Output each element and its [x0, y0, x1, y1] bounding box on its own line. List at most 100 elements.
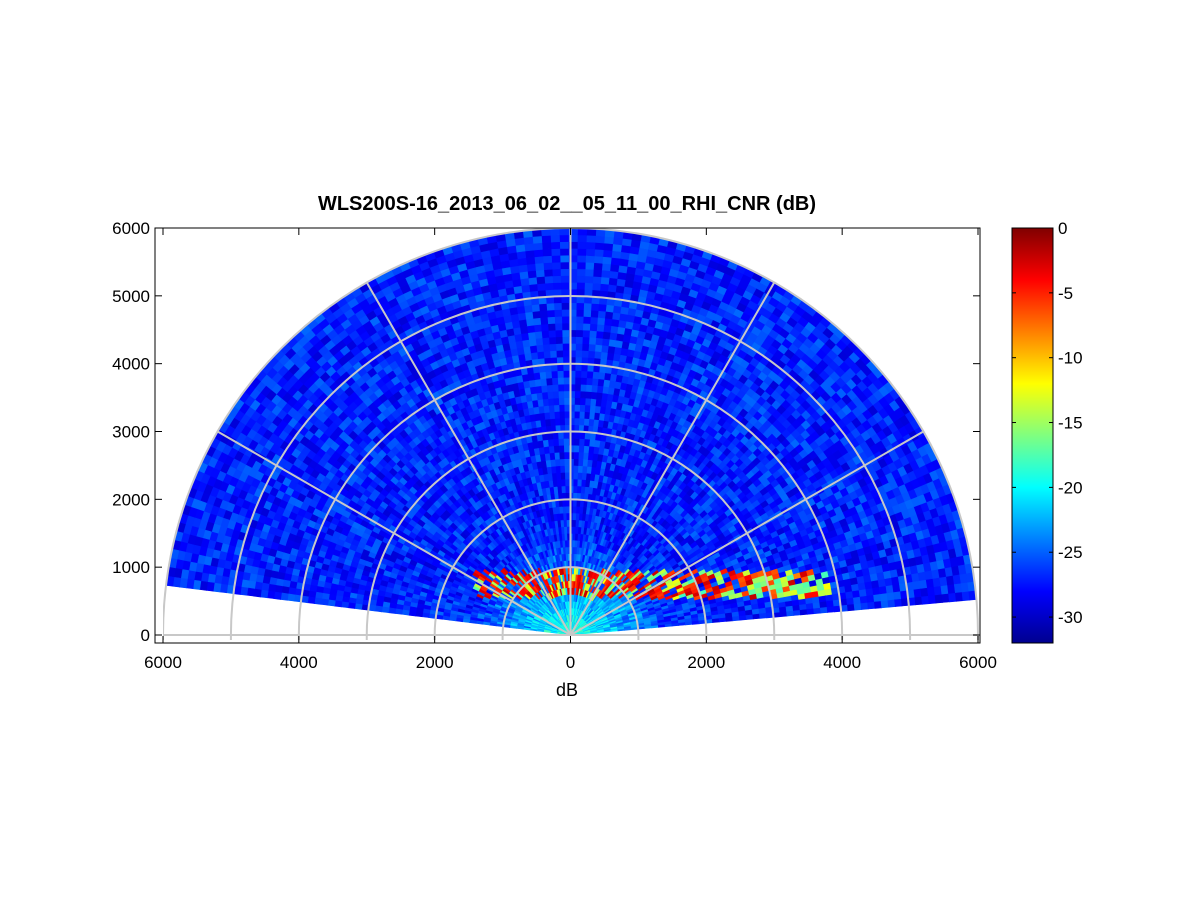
- cnr-cell: [588, 411, 595, 420]
- cnr-cell: [557, 383, 565, 392]
- cnr-cell: [588, 418, 595, 427]
- cnr-cell: [548, 336, 557, 345]
- cnr-cell: [552, 390, 559, 399]
- cnr-cell: [580, 479, 587, 487]
- cnr-cell: [280, 592, 289, 601]
- cnr-cell: [274, 584, 283, 594]
- cnr-cell: [600, 344, 609, 353]
- cnr-cell: [563, 390, 570, 399]
- cnr-cell: [572, 512, 577, 521]
- cnr-cell: [553, 445, 560, 453]
- cnr-cell: [388, 607, 397, 614]
- cnr-cell: [546, 384, 554, 393]
- cnr-cell: [559, 458, 565, 467]
- cnr-cell: [557, 376, 564, 385]
- cnr-cell: [573, 410, 580, 419]
- cnr-cell: [573, 437, 580, 446]
- chart-title: WLS200S-16_2013_06_02__05_11_00_RHI_CNR …: [318, 193, 816, 215]
- cnr-cell: [813, 607, 822, 615]
- cnr-cell: [548, 343, 557, 352]
- cnr-cell: [577, 451, 584, 460]
- cnr-cell: [573, 444, 580, 453]
- cnr-cell: [582, 451, 589, 460]
- cnr-cell: [860, 601, 869, 610]
- cnr-cell: [564, 417, 570, 426]
- cnr-cell: [589, 398, 597, 407]
- cnr-cell: [542, 343, 551, 352]
- cnr-cell: [583, 438, 591, 447]
- cnr-cell: [587, 350, 596, 359]
- cnr-cell: [583, 411, 590, 420]
- cnr-cell: [550, 370, 558, 379]
- cnr-cell: [579, 390, 587, 399]
- cnr-cell: [594, 337, 603, 346]
- cnr-cell: [563, 383, 570, 392]
- cnr-cell: [307, 596, 316, 604]
- cnr-cell: [578, 438, 585, 446]
- cnr-cell: [559, 465, 566, 473]
- cnr-cell: [582, 458, 589, 467]
- cnr-cell: [561, 329, 570, 337]
- cnr-cell: [575, 336, 583, 344]
- cnr-cell: [581, 472, 587, 481]
- cnr-cell: [313, 597, 323, 605]
- cnr-cell: [579, 404, 586, 412]
- cnr-cell: [558, 404, 565, 412]
- cnr-cell: [607, 345, 616, 354]
- cnr-cell: [601, 337, 610, 347]
- cnr-cell: [564, 485, 570, 493]
- cnr-cell: [554, 417, 561, 426]
- cnr-cell: [588, 329, 597, 338]
- cnr-cell: [551, 377, 559, 386]
- cnr-cell: [585, 384, 593, 393]
- cnr-cell: [320, 598, 329, 606]
- cnr-cell: [574, 370, 582, 378]
- cnr-cell: [541, 336, 550, 345]
- cnr-cell: [564, 478, 570, 487]
- cnr-cell: [541, 330, 550, 339]
- cnr-cell: [551, 383, 559, 392]
- cnr-cell: [595, 330, 604, 339]
- cnr-cell: [557, 390, 565, 399]
- cnr-cell: [591, 377, 599, 386]
- cnr-cell: [455, 617, 464, 623]
- cnr-cell: [562, 342, 570, 351]
- cnr-cell: [572, 505, 577, 514]
- cnr-cell: [574, 390, 581, 399]
- cnr-cell: [535, 337, 544, 346]
- cnr-cell: [543, 350, 551, 359]
- cnr-cell: [572, 465, 579, 473]
- cnr-cell: [565, 505, 570, 514]
- cnr-cell: [594, 344, 603, 353]
- cnr-cell: [596, 385, 604, 394]
- cnr-cell: [563, 397, 570, 405]
- cnr-cell: [573, 451, 579, 460]
- cnr-cell: [582, 329, 590, 338]
- cnr-cell: [442, 615, 450, 621]
- cnr-cell: [563, 437, 569, 446]
- cnr-cell: [577, 465, 583, 473]
- cnr-cell: [584, 404, 591, 413]
- cnr-cell: [597, 378, 605, 387]
- cnr-cell: [572, 519, 576, 527]
- cnr-cell: [585, 390, 592, 399]
- cnr-cell: [574, 383, 581, 392]
- cnr-cell: [381, 606, 390, 614]
- cnr-cell: [563, 376, 570, 385]
- cnr-cell: [544, 370, 553, 379]
- cnr-cell: [559, 417, 566, 426]
- cnr-cell: [575, 343, 583, 351]
- cnr-cell: [535, 344, 544, 353]
- cnr-cell: [597, 371, 606, 380]
- cnr-cell: [538, 371, 547, 380]
- cnr-cell: [581, 336, 590, 345]
- cnr-cell: [287, 593, 296, 602]
- cnr-cell: [536, 351, 545, 360]
- cnr-cell: [826, 605, 835, 613]
- cnr-cell: [448, 616, 457, 622]
- cnr-cell: [588, 336, 597, 345]
- cnr-cell: [340, 601, 350, 609]
- cnr-cell: [548, 411, 556, 420]
- cnr-cell: [573, 458, 579, 466]
- cnr-cell: [374, 605, 383, 613]
